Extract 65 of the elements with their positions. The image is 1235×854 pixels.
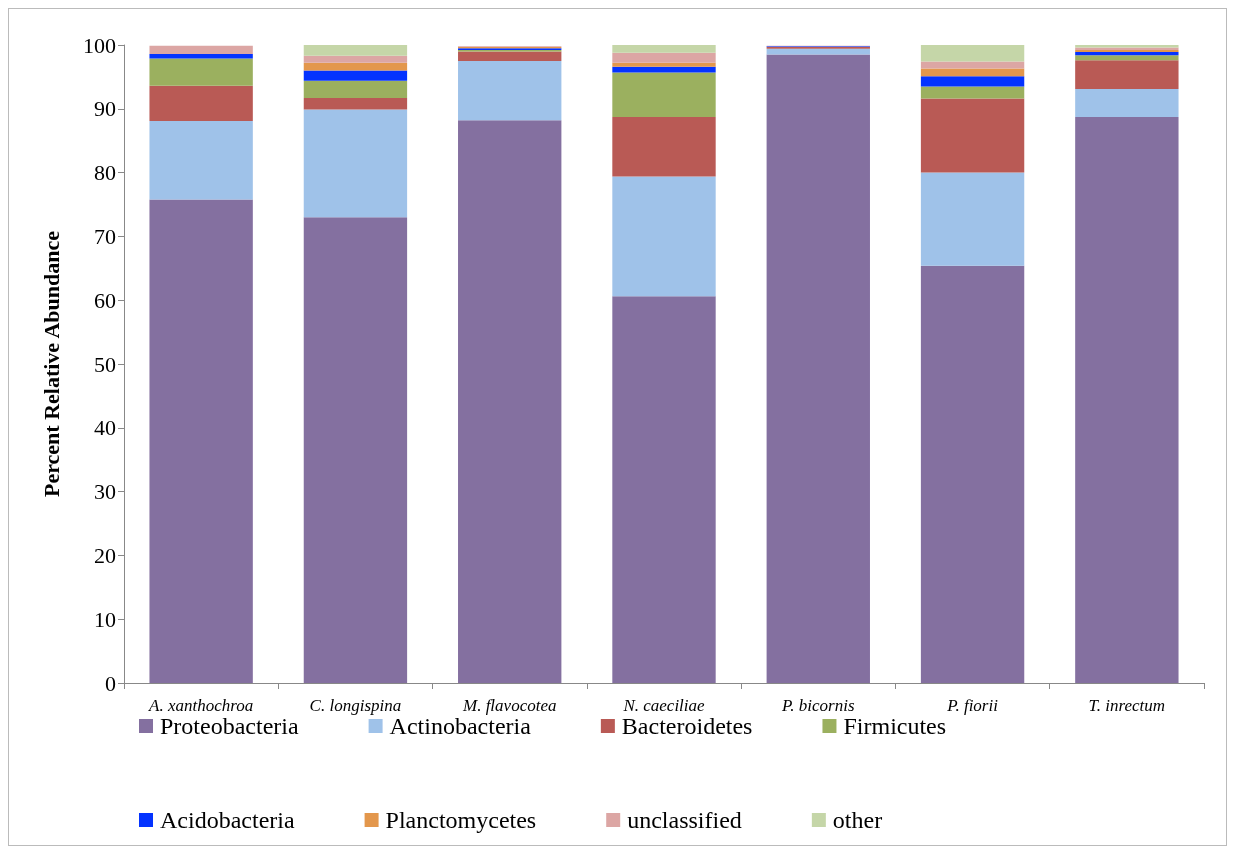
- legend-label: Acidobacteria: [160, 807, 295, 833]
- y-tick-label: 0: [105, 670, 116, 696]
- y-tick-label: 50: [94, 351, 116, 377]
- y-tick-label: 30: [94, 479, 116, 505]
- bar: [1075, 117, 1179, 683]
- y-tick-label: 90: [94, 96, 116, 122]
- bar: [612, 176, 716, 297]
- bar: [303, 109, 408, 218]
- bar: [1075, 89, 1179, 118]
- legend-label: Bacteroidetes: [621, 713, 753, 739]
- legend-label: unclassified: [627, 807, 742, 833]
- bar: [303, 80, 408, 98]
- x-tick-label: C. longispina: [309, 696, 402, 715]
- bar: [766, 48, 870, 55]
- y-tick-label: 100: [83, 32, 116, 58]
- legend-label: other: [832, 807, 883, 833]
- bar: [149, 199, 253, 683]
- bar: [920, 76, 1025, 87]
- bar: [920, 98, 1025, 173]
- y-tick-label: 10: [94, 606, 116, 632]
- bar: [458, 51, 562, 61]
- bar: [612, 52, 716, 63]
- bar: [612, 72, 716, 118]
- bar: [458, 120, 562, 683]
- bar: [920, 265, 1025, 683]
- x-tick-label: M. flavocotea: [461, 696, 557, 715]
- y-tick-label: 40: [94, 415, 116, 441]
- bar: [303, 45, 408, 56]
- x-tick-label: A. xanthochroa: [148, 696, 254, 715]
- bar: [1075, 60, 1179, 90]
- x-tick-label: T. inrectum: [1088, 696, 1166, 715]
- bar: [303, 55, 408, 63]
- bar: [149, 58, 253, 86]
- y-tick-label: 70: [94, 223, 116, 249]
- y-axis-title: Percent Relative Abundance: [38, 230, 64, 498]
- bar: [612, 117, 716, 177]
- bar: [612, 45, 716, 53]
- bar: [920, 86, 1025, 99]
- bar: [612, 62, 716, 67]
- bar: [920, 68, 1025, 77]
- bar: [920, 61, 1025, 69]
- y-tick-label: 60: [94, 287, 116, 313]
- bar: [766, 54, 870, 683]
- bar: [303, 70, 408, 81]
- bar: [920, 172, 1025, 266]
- bar: [458, 60, 562, 121]
- x-tick-label: P. fiorii: [946, 696, 999, 715]
- bar: [920, 45, 1025, 62]
- y-tick-label: 20: [94, 542, 116, 568]
- bar: [149, 85, 253, 121]
- bar: [303, 62, 408, 71]
- x-tick-label: P. bicornis: [781, 696, 855, 715]
- legend-label: Proteobacteria: [160, 713, 299, 739]
- bar: [612, 296, 716, 683]
- legend-label: Firmicutes: [843, 713, 947, 739]
- y-tick-label: 80: [94, 160, 116, 186]
- bar: [303, 217, 408, 683]
- x-tick-label: N. caeciliae: [622, 696, 706, 715]
- bar: [149, 53, 253, 59]
- bar: [149, 45, 253, 54]
- bar: [1075, 52, 1179, 56]
- bar: [1075, 55, 1179, 61]
- legend-label: Planctomycetes: [385, 807, 537, 833]
- bar: [149, 120, 253, 200]
- bar: [303, 97, 408, 110]
